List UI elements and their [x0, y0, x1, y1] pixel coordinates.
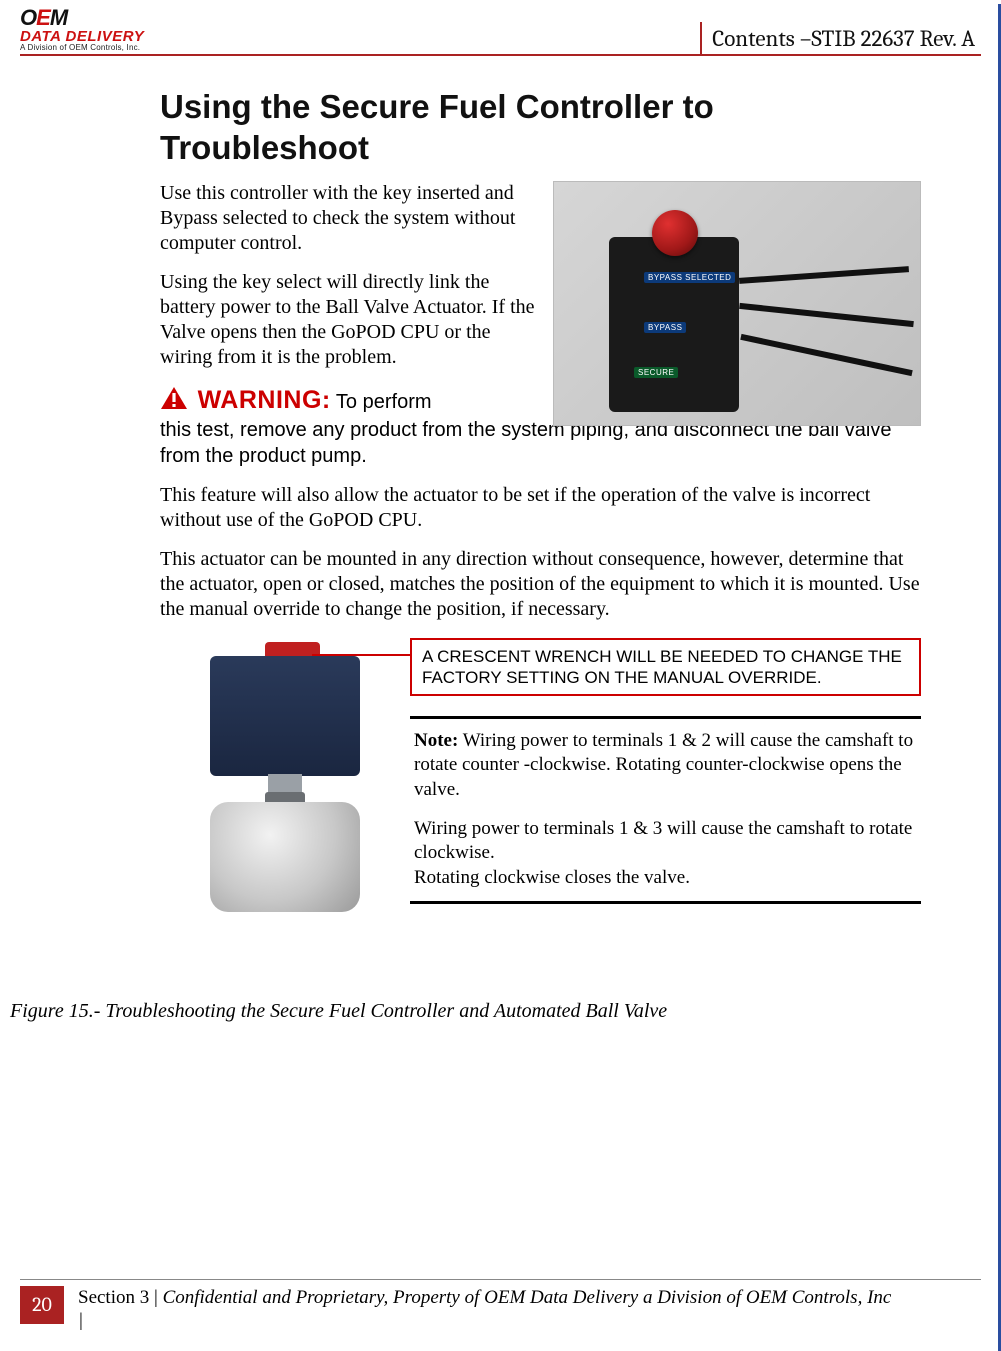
note-p1: Wiring power to terminals 1 & 2 will cau… — [414, 730, 913, 800]
photo-label-bypass: BYPASS — [644, 322, 686, 333]
note-box: Note: Wiring power to terminals 1 & 2 wi… — [410, 716, 921, 904]
paragraph-3: This feature will also allow the actuato… — [160, 483, 921, 533]
footer-confidential: Confidential and Proprietary, Property o… — [163, 1287, 892, 1308]
warning-lead: To perform — [336, 391, 432, 413]
callout-text: A CRESCENT WRENCH WILL BE NEEDED TO CHAN… — [422, 647, 902, 687]
header-title-wrap: Contents –STIB 22637 Rev. A — [700, 22, 981, 54]
page-footer: 20 Section 3 | Confidential and Propriet… — [20, 1279, 981, 1334]
callout-box: A CRESCENT WRENCH WILL BE NEEDED TO CHAN… — [410, 638, 921, 697]
header-divider — [700, 22, 702, 54]
intro-text: Use this controller with the key inserte… — [160, 181, 540, 370]
logo-main: OEM — [20, 7, 67, 29]
figure-area: A CRESCENT WRENCH WILL BE NEEDED TO CHAN… — [160, 634, 921, 954]
page-number: 20 — [20, 1286, 64, 1324]
photo-label-bypass-selected: BYPASS SELECTED — [644, 272, 735, 283]
section-title: Using the Secure Fuel Controller to Trou… — [160, 86, 921, 169]
note-p3: Rotating clockwise closes the valve. — [414, 867, 690, 888]
footer-trail: | — [78, 1310, 83, 1331]
footer-text: Section 3 | Confidential and Proprietary… — [78, 1286, 891, 1334]
content-area: Using the Secure Fuel Controller to Trou… — [160, 86, 921, 1023]
company-logo: OEM DATA DELIVERY A Division of OEM Cont… — [20, 7, 144, 54]
header-title: Contents –STIB 22637 Rev. A — [712, 25, 975, 52]
note-label: Note: — [414, 730, 458, 751]
valve-image — [170, 634, 400, 934]
logo-line2: DATA DELIVERY — [20, 29, 144, 44]
warning-label: WARNING: — [198, 386, 331, 414]
intro-wrap: Use this controller with the key inserte… — [160, 181, 921, 370]
paragraph-1: Use this controller with the key inserte… — [160, 181, 540, 256]
controller-photo: BYPASS SELECTED BYPASS SECURE — [553, 181, 921, 426]
figure-caption: Figure 15.- Troubleshooting the Secure F… — [10, 1000, 921, 1023]
paragraph-2: Using the key select will directly link … — [160, 270, 540, 370]
footer-sep: | — [154, 1287, 163, 1308]
logo-subtitle: A Division of OEM Controls, Inc. — [20, 44, 140, 52]
page-header: OEM DATA DELIVERY A Division of OEM Cont… — [20, 4, 981, 56]
callout-leader-line — [312, 654, 410, 656]
warning-icon — [160, 386, 188, 417]
footer-section: Section 3 — [78, 1287, 154, 1308]
note-p2: Wiring power to terminals 1 & 3 will cau… — [414, 818, 912, 864]
paragraph-4: This actuator can be mounted in any dire… — [160, 547, 921, 622]
photo-label-secure: SECURE — [634, 367, 678, 378]
